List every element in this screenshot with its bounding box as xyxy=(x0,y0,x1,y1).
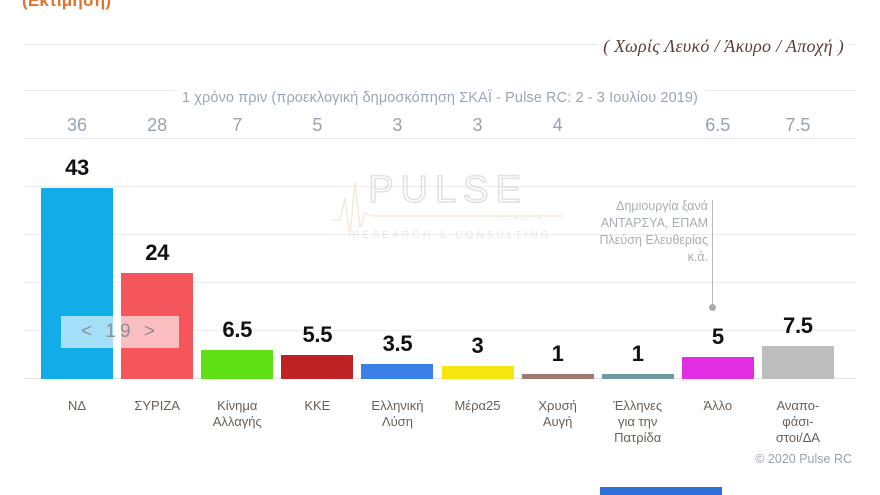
bar-slot-kke[interactable]: 5.5 xyxy=(277,150,357,379)
lead-difference-badge: < 19 > xyxy=(61,316,179,348)
x-label-line: Κίνημα xyxy=(217,398,258,413)
bar-slot-anapofasistoi[interactable]: 7.5 xyxy=(758,150,838,379)
prior-value: 36 xyxy=(67,115,88,135)
bar[interactable] xyxy=(681,357,754,379)
bar-value: 3.5 xyxy=(382,331,413,356)
prior-value xyxy=(598,112,678,138)
x-label-line: Αναπο- xyxy=(776,398,820,413)
x-label-line: Αλλαγής xyxy=(212,414,262,429)
x-label-line: Αυγή xyxy=(542,414,573,429)
x-label-line: ΣΥΡΙΖΑ xyxy=(134,398,180,413)
callout-line-3: Πλεύση Ελευθερίας xyxy=(599,233,708,247)
callout-leader-dot xyxy=(709,304,716,311)
prior-value: 7 xyxy=(232,115,243,135)
x-label-line: ΚΚΕ xyxy=(304,398,331,413)
prior-values-row: 36 28 7 5 3 3 4 6.5 7.5 xyxy=(37,112,838,138)
prior-value: 28 xyxy=(147,115,168,135)
x-label-line: Πατρίδα xyxy=(614,430,662,445)
prior-value: 5 xyxy=(312,115,323,135)
x-label-line: Χρυσή xyxy=(538,398,577,413)
x-label-chrysi-avgi: Χρυσή Αυγή xyxy=(518,398,598,446)
x-label-kinima-allagis: Κίνημα Αλλαγής xyxy=(197,398,277,446)
bar-value: 7.5 xyxy=(783,313,813,338)
x-label-line: για την xyxy=(618,414,658,429)
bar-value: 24 xyxy=(145,240,170,265)
callout-line-2: ΑΝΤΑΡΣΥΑ, ΕΠΑΜ xyxy=(600,216,708,230)
prior-poll-caption-text: 1 χρόνο πριν (προεκλογική δημοσκόπηση ΣΚ… xyxy=(174,90,706,106)
x-label-line: φάσι- xyxy=(782,414,814,429)
callout-line-4: κ.ά. xyxy=(687,250,708,264)
bar-value: 5 xyxy=(711,324,724,349)
bar[interactable] xyxy=(521,374,594,379)
x-label-line: Έλληνες xyxy=(613,398,663,413)
bar-slot-mera25[interactable]: 3 xyxy=(437,150,517,379)
subtitle-note: ( Χωρίς Λευκό / Άκυρο / Αποχή ) xyxy=(597,36,850,57)
bar-value: 5.5 xyxy=(302,322,333,347)
bottom-progress-chip xyxy=(600,487,722,495)
x-label-syriza: ΣΥΡΙΖΑ xyxy=(117,398,197,446)
bar-slot-kinima-allagis[interactable]: 6.5 xyxy=(197,150,277,379)
x-label-line: Μέρα25 xyxy=(454,398,501,413)
x-label-line: Λύση xyxy=(381,414,413,429)
bar-slot-chrysi-avgi[interactable]: 1 xyxy=(518,150,598,379)
x-axis-labels: ΝΔ ΣΥΡΙΖΑ Κίνημα Αλλαγής ΚΚΕ Ελληνική Λύ… xyxy=(37,398,838,446)
callout-line-1: Δημιουργία ξανά xyxy=(616,199,708,213)
gridline xyxy=(24,330,856,331)
bar-value: 6.5 xyxy=(222,317,253,342)
prior-value: 6.5 xyxy=(705,115,731,135)
x-label-line: ΝΔ xyxy=(68,398,87,413)
bar-slot-elliniki-lysi[interactable]: 3.5 xyxy=(357,150,437,379)
bar[interactable] xyxy=(41,188,114,379)
bar[interactable] xyxy=(761,346,834,379)
x-label-allo: Άλλο xyxy=(678,398,758,446)
x-label-ellines-gia-tin-patrida: Έλληνες για την Πατρίδα xyxy=(598,398,678,446)
bar[interactable] xyxy=(361,364,434,379)
x-label-nd: ΝΔ xyxy=(37,398,117,446)
prior-value: 7.5 xyxy=(785,115,811,135)
x-label-line: στοι/ΔΑ xyxy=(775,430,820,445)
callout-leader-line xyxy=(712,200,713,307)
bar-value: 1 xyxy=(551,341,564,366)
divider-prior-row xyxy=(24,138,856,139)
bar[interactable] xyxy=(281,355,354,379)
bar[interactable] xyxy=(201,350,274,379)
x-label-line: Άλλο xyxy=(703,398,733,413)
bar-slot-allo[interactable]: 5 xyxy=(678,150,758,379)
bar[interactable] xyxy=(441,366,514,379)
prior-value: 3 xyxy=(392,115,403,135)
x-label-elliniki-lysi: Ελληνική Λύση xyxy=(357,398,437,446)
bar-slot-ellines-gia-tin-patrida[interactable]: 1 xyxy=(598,150,678,379)
x-label-anapofasistoi: Αναπο- φάσι- στοι/ΔΑ xyxy=(758,398,838,446)
bar-value: 43 xyxy=(65,155,89,180)
prior-value: 3 xyxy=(472,115,483,135)
x-label-mera25: Μέρα25 xyxy=(437,398,517,446)
parties-callout: Δημιουργία ξανά ΑΝΤΑΡΣΥΑ, ΕΠΑΜ Πλεύση Ελ… xyxy=(556,198,708,266)
bar[interactable] xyxy=(601,374,674,379)
x-label-line: Ελληνική xyxy=(371,398,424,413)
divider-top xyxy=(24,44,856,45)
page-title-clipped: (Εκτίμηση) xyxy=(22,0,112,10)
gridline xyxy=(24,282,856,283)
bar-value: 3 xyxy=(471,333,484,358)
axis-baseline xyxy=(24,378,856,379)
prior-value: 4 xyxy=(552,115,563,135)
bar-value: 1 xyxy=(631,341,644,366)
x-label-kke: ΚΚΕ xyxy=(277,398,357,446)
copyright-text: © 2020 Pulse RC xyxy=(755,452,852,466)
prior-poll-caption: 1 χρόνο πριν (προεκλογική δημοσκόπηση ΣΚ… xyxy=(0,90,880,106)
